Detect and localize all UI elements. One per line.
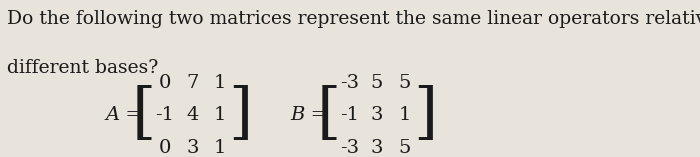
Text: 1: 1	[214, 106, 226, 125]
Text: ]: ]	[413, 85, 438, 145]
Text: 1: 1	[214, 139, 226, 157]
Text: 4: 4	[186, 106, 198, 125]
Text: B =: B =	[290, 106, 327, 125]
Text: 5: 5	[398, 139, 411, 157]
Text: [: [	[317, 85, 341, 145]
Text: 1: 1	[214, 74, 226, 92]
Text: Do the following two matrices represent the same linear operators relative to: Do the following two matrices represent …	[8, 10, 700, 28]
Text: 3: 3	[371, 106, 384, 125]
Text: A =: A =	[106, 106, 142, 125]
Text: 5: 5	[371, 74, 383, 92]
Text: 5: 5	[398, 74, 411, 92]
Text: -1: -1	[340, 106, 359, 125]
Text: -3: -3	[340, 74, 359, 92]
Text: 1: 1	[398, 106, 411, 125]
Text: 3: 3	[371, 139, 384, 157]
Text: [: [	[132, 85, 156, 145]
Text: 3: 3	[186, 139, 199, 157]
Text: 7: 7	[186, 74, 198, 92]
Text: ]: ]	[228, 85, 253, 145]
Text: -3: -3	[340, 139, 359, 157]
Text: 0: 0	[159, 74, 171, 92]
Text: different bases?: different bases?	[8, 59, 159, 77]
Text: -1: -1	[155, 106, 174, 125]
Text: 0: 0	[159, 139, 171, 157]
